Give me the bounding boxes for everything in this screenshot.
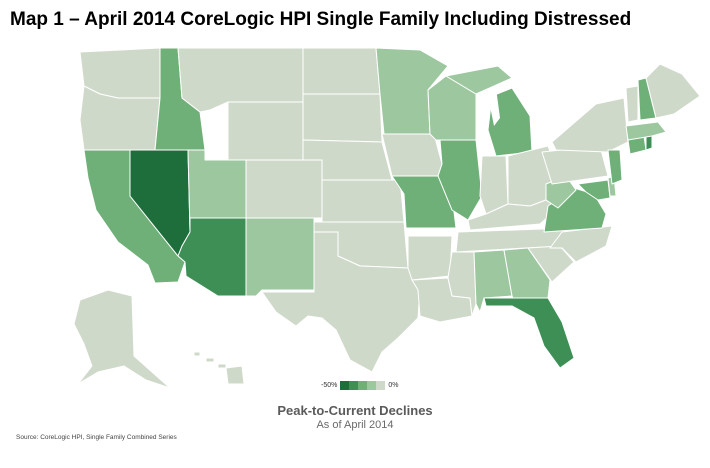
- legend-swatch-2: [349, 380, 359, 390]
- state-rhode-island: [645, 135, 653, 151]
- state-illinois: [437, 139, 483, 221]
- state-iowa: [381, 133, 443, 177]
- state-hawaii-4: [225, 365, 245, 385]
- legend-swatch-3: [358, 380, 368, 390]
- caption-title: Peak-to-Current Declines: [277, 403, 433, 418]
- state-texas: [261, 231, 421, 373]
- source-note: Source: CoreLogic HPI, Single Family Com…: [16, 434, 177, 441]
- state-north-carolina: [549, 225, 613, 263]
- legend: -50% 0%: [318, 379, 401, 391]
- state-south-carolina: [527, 245, 575, 283]
- state-south-dakota: [302, 93, 383, 143]
- state-new-york: [551, 97, 629, 153]
- legend-swatch-4: [367, 380, 377, 390]
- state-maryland: [577, 179, 611, 201]
- state-north-dakota: [302, 47, 381, 95]
- map-title: Map 1 – April 2014 CoreLogic HPI Single …: [10, 9, 632, 30]
- state-michigan-upper: [445, 65, 513, 95]
- state-arkansas: [407, 235, 453, 281]
- great-lakes: [488, 88, 500, 126]
- state-hawaii-1: [193, 351, 201, 357]
- state-wyoming: [227, 101, 304, 161]
- state-alaska: [73, 289, 171, 389]
- legend-max-label: 0%: [388, 381, 399, 389]
- state-hawaii-3: [217, 363, 227, 369]
- state-new-jersey: [607, 149, 623, 185]
- legend-min-label: -50%: [321, 381, 338, 389]
- state-florida: [483, 297, 575, 369]
- legend-swatch-1: [340, 380, 350, 390]
- state-kansas: [321, 179, 405, 223]
- state-vermont: [625, 85, 639, 123]
- caption-subtitle: As of April 2014: [316, 419, 394, 431]
- state-maine: [645, 63, 701, 119]
- state-colorado: [245, 159, 323, 219]
- state-massachusetts: [625, 121, 667, 141]
- state-hawaii-2: [205, 357, 215, 363]
- legend-swatch-5: [376, 380, 386, 390]
- state-new-mexico: [245, 217, 315, 297]
- state-indiana: [479, 155, 509, 215]
